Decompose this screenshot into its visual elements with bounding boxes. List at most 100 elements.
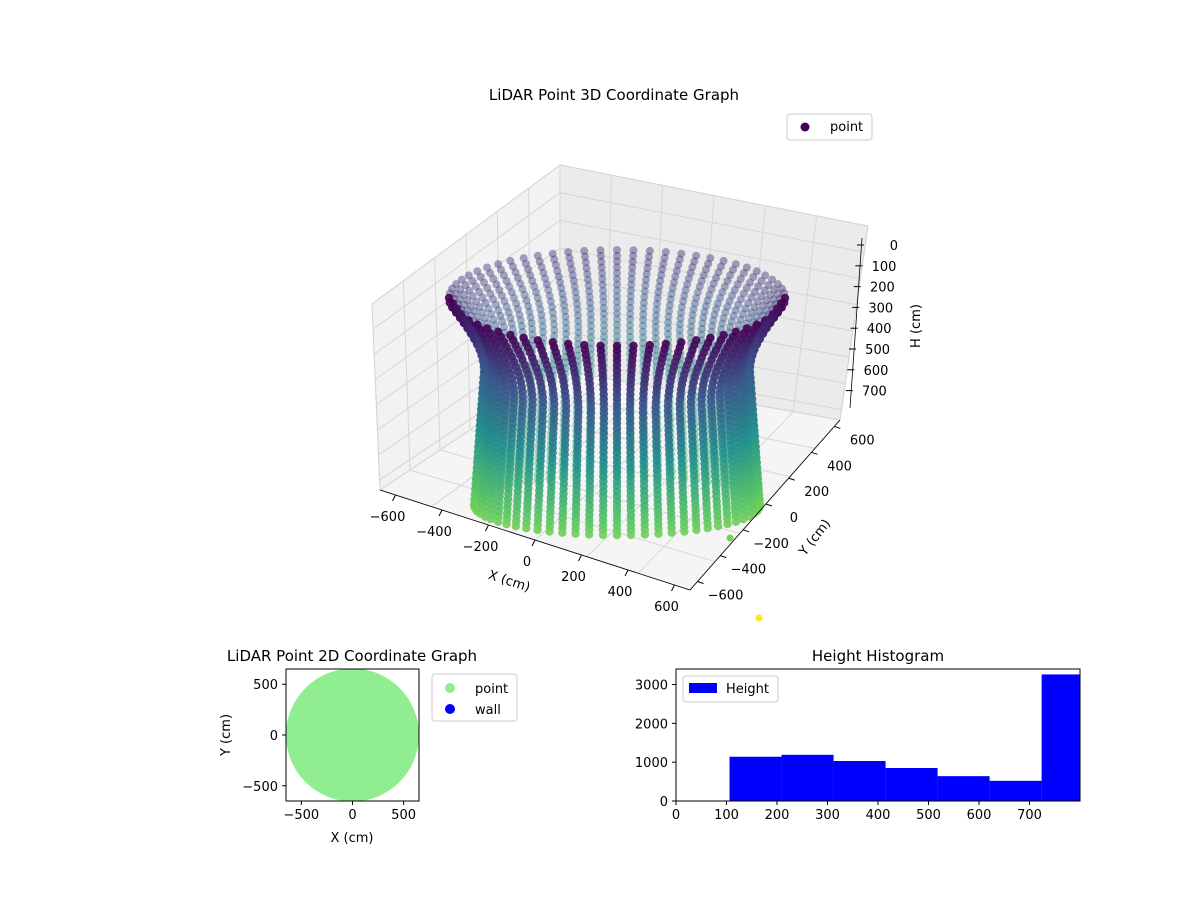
point-3d-marker xyxy=(532,288,540,297)
point-3d-marker xyxy=(663,329,672,338)
lidar-2d-title: LiDAR Point 2D Coordinate Graph xyxy=(227,647,477,665)
point-3d-marker xyxy=(550,255,559,264)
point-3d-marker xyxy=(688,311,697,319)
point-3d-marker xyxy=(666,295,675,304)
point-3d-marker xyxy=(545,527,554,536)
point-3d-marker xyxy=(730,286,739,294)
point-3d-marker xyxy=(528,324,537,333)
histogram-bar xyxy=(885,768,938,801)
point-3d-marker xyxy=(665,301,674,310)
point-3d-marker xyxy=(723,302,732,311)
point-3d-marker xyxy=(761,271,770,280)
legend-3d-marker xyxy=(800,122,810,132)
point-3d-marker xyxy=(558,528,567,537)
point-3d-marker xyxy=(583,270,592,278)
point-3d-marker xyxy=(574,328,583,337)
back-grid-line xyxy=(606,175,612,379)
point-3d-marker xyxy=(586,304,595,313)
point-3d-marker xyxy=(652,345,660,354)
point-3d-marker xyxy=(527,319,536,328)
point-3d-marker xyxy=(651,340,660,349)
point-3d-marker xyxy=(661,248,670,257)
point-3d-marker xyxy=(642,275,651,284)
point-3d-marker xyxy=(639,304,648,313)
z-tick-label-3d: 500 xyxy=(865,343,890,358)
point-3d-marker xyxy=(568,271,577,280)
point-3d-marker xyxy=(656,276,665,285)
point-3d-marker xyxy=(736,274,745,283)
point-3d-marker xyxy=(489,295,498,304)
point-3d-marker xyxy=(700,307,709,316)
point-3d-marker xyxy=(452,280,461,289)
point-3d-marker xyxy=(699,313,708,322)
point-3d-marker xyxy=(562,324,571,333)
point-3d-marker xyxy=(521,259,530,268)
point-3d-marker xyxy=(628,263,637,272)
point-3d-marker xyxy=(506,256,515,265)
left-grid-line xyxy=(402,280,411,471)
height-histogram: Height Histogram 0 100 200 300 400 500 600 7000… xyxy=(635,647,1081,823)
point-3d-marker xyxy=(613,263,621,272)
point-3d-marker xyxy=(465,286,474,295)
hist-y-tick-label: 2000 xyxy=(635,717,668,732)
point-3d-marker xyxy=(586,310,595,319)
point-3d-marker xyxy=(704,259,713,268)
point-3d-marker xyxy=(472,297,481,306)
point-3d-marker xyxy=(491,321,500,330)
hist-x-tick-label: 500 xyxy=(916,808,941,823)
point-3d-marker xyxy=(533,251,542,260)
point-3d-marker xyxy=(613,286,621,295)
hist-y-tick-label: 1000 xyxy=(635,756,668,771)
point-3d-marker xyxy=(764,281,773,290)
point-3d-marker xyxy=(613,326,621,335)
point-3d-marker xyxy=(651,317,660,326)
legend-3d-label: point xyxy=(830,120,863,135)
point-3d-marker xyxy=(506,314,515,322)
point-3d-marker xyxy=(677,249,686,258)
point-3d-marker xyxy=(533,525,542,535)
point-3d-marker xyxy=(599,332,608,341)
point-3d-marker xyxy=(613,309,621,318)
point-3d-marker xyxy=(701,302,710,311)
point-3d-marker xyxy=(729,265,737,274)
point-3d-marker xyxy=(719,256,728,265)
point-3d-marker xyxy=(639,327,647,336)
hist-y-tick-label: 3000 xyxy=(635,679,668,694)
point-3d-marker xyxy=(467,301,476,310)
point-3d-marker xyxy=(535,257,544,266)
point-3d-marker xyxy=(752,312,761,321)
point-3d-marker xyxy=(643,264,652,273)
point-3d-marker xyxy=(629,246,638,255)
point-3d-marker xyxy=(526,271,535,280)
point-3d-marker xyxy=(598,275,607,284)
point-3d-marker xyxy=(526,313,535,322)
legend-hist-swatch xyxy=(689,683,717,693)
legend-2d-point-label: point xyxy=(475,682,508,697)
hist-x-tick-label: 400 xyxy=(866,808,891,823)
point-3d-marker xyxy=(698,319,707,328)
point-3d-marker xyxy=(548,249,557,258)
point-3d-marker xyxy=(678,303,686,312)
point-3d-marker xyxy=(655,282,664,291)
point-3d-marker xyxy=(626,530,636,540)
point-3d-marker xyxy=(574,345,582,354)
back-grid-line xyxy=(652,185,664,387)
point-3d-marker xyxy=(687,322,696,331)
x-axis-label-2d: X (cm) xyxy=(331,831,374,846)
left-grid-line xyxy=(374,247,561,380)
y-tick-mark-3d xyxy=(788,477,795,481)
point-3d-marker xyxy=(572,294,581,303)
legend-2d: point wall xyxy=(431,673,518,722)
point-3d-marker xyxy=(613,315,621,324)
y-tick-label-3d: 200 xyxy=(804,485,829,500)
y-tick-label-2d: −500 xyxy=(242,780,278,795)
histogram-bar xyxy=(729,756,782,801)
point-3d-marker xyxy=(511,522,521,531)
point-3d-outlier xyxy=(755,614,763,622)
y-tick-mark-3d xyxy=(720,555,727,559)
point-3d-marker xyxy=(710,310,719,319)
point-3d-marker xyxy=(690,299,699,308)
back-grid-line xyxy=(559,192,865,253)
point-3d-marker xyxy=(515,310,524,319)
